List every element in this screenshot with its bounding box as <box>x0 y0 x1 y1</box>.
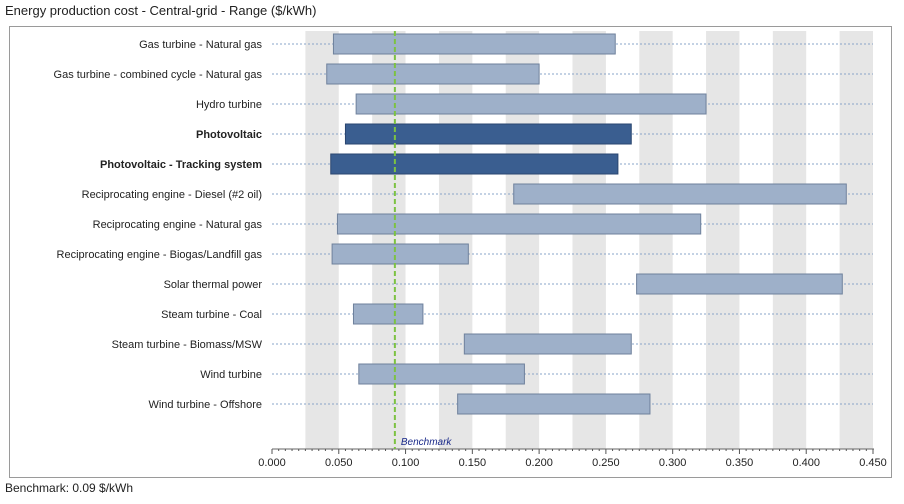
range-bar <box>355 93 707 115</box>
category-label: Wind turbine <box>200 369 262 381</box>
category-label: Gas turbine - combined cycle - Natural g… <box>54 69 263 81</box>
category-label: Gas turbine - Natural gas <box>139 39 262 51</box>
grid-stripe <box>772 31 807 449</box>
category-label: Hydro turbine <box>196 99 262 111</box>
range-bar <box>352 303 424 325</box>
range-bar <box>330 153 619 175</box>
x-tick-label: 0.350 <box>726 457 754 469</box>
grid-stripe <box>839 31 873 449</box>
range-bar <box>513 183 847 205</box>
category-label: Reciprocating engine - Diesel (#2 oil) <box>82 189 262 201</box>
range-bar <box>332 33 616 55</box>
category-label: Reciprocating engine - Biogas/Landfill g… <box>57 249 263 261</box>
x-tick-label: 0.250 <box>592 457 620 469</box>
chart-title: Energy production cost - Central-grid - … <box>5 3 317 18</box>
range-bar <box>463 333 632 355</box>
x-tick-label: 0.200 <box>525 457 553 469</box>
category-label: Steam turbine - Biomass/MSW <box>112 339 263 351</box>
chart-frame: 0.000 0.050 0.100 0.150 0.200 0.250 0.300 0.350… <box>9 26 892 478</box>
category-label: Photovoltaic - Tracking system <box>100 159 262 171</box>
category-label: Reciprocating engine - Natural gas <box>93 219 263 231</box>
benchmark-label: Benchmark <box>401 437 453 448</box>
x-tick-label: 0.450 <box>859 457 887 469</box>
category-label: Steam turbine - Coal <box>161 309 262 321</box>
range-bar <box>331 243 469 265</box>
x-tick-label: 0.150 <box>459 457 487 469</box>
range-bar-chart: 0.000 0.050 0.100 0.150 0.200 0.250 0.300 0.350… <box>54 31 887 469</box>
benchmark-note: Benchmark: 0.09 $/kWh <box>5 481 134 495</box>
grid-stripe <box>706 31 740 449</box>
range-bar <box>457 393 651 415</box>
x-tick-label: 0.300 <box>659 457 687 469</box>
range-bar <box>358 363 525 385</box>
range-bar <box>326 63 540 85</box>
range-bar <box>336 213 702 235</box>
category-label: Solar thermal power <box>164 279 263 291</box>
category-label: Wind turbine - Offshore <box>148 399 262 411</box>
x-tick-label: 0.000 <box>258 457 286 469</box>
range-bar <box>344 123 632 145</box>
range-bar <box>636 273 843 295</box>
x-tick-label: 0.050 <box>325 457 353 469</box>
category-label: Photovoltaic <box>196 129 262 141</box>
grid-stripe <box>305 31 339 449</box>
x-tick-label: 0.400 <box>792 457 820 469</box>
x-tick-label: 0.100 <box>392 457 420 469</box>
